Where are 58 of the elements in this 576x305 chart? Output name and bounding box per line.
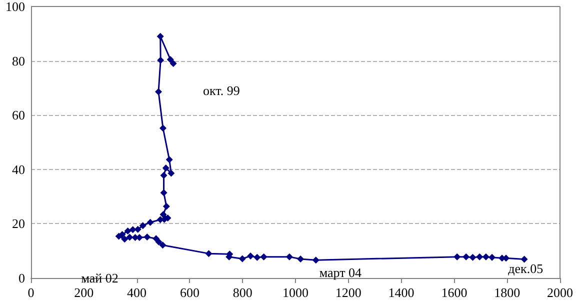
point [162,202,170,210]
y-tick-label: 80 [12,53,25,68]
point [454,253,461,260]
x-tick-label: 1400 [388,285,414,300]
y-tick-label: 60 [12,108,25,123]
point [166,56,174,63]
point [154,88,162,96]
x-tick-label: 1600 [441,285,468,300]
point [160,210,167,218]
point [286,253,293,260]
point [170,60,177,68]
point [462,253,470,260]
y-tick-label: 0 [18,270,25,286]
point [139,222,146,230]
y-tick-label: 40 [12,162,25,177]
x-tick-label: 2000 [547,285,573,300]
annotation: март 04 [319,265,362,280]
point [156,32,164,40]
point [168,170,175,177]
annotation: май 02 [81,270,118,286]
point [476,253,484,260]
point [157,56,164,64]
point [488,254,496,261]
point [166,156,173,164]
point [469,254,476,261]
point [312,256,320,264]
x-tick-label: 1000 [282,285,308,300]
y-tick-label: 20 [12,216,25,232]
point [121,236,128,243]
x-tick-label: 200 [74,285,94,300]
point [144,234,151,241]
x-tick-label: 0 [28,285,34,300]
point [205,250,212,258]
point [247,252,254,260]
point [146,218,154,226]
point [254,254,261,261]
annotation: дек.05 [508,260,544,276]
x-tick-label: 600 [180,285,200,300]
point [162,164,170,172]
point [160,189,168,196]
point [159,124,166,132]
x-tick-label: 800 [232,285,252,300]
point [126,234,134,241]
point [129,226,136,234]
annotation: окт. 99 [203,83,240,98]
y-tick-label: 100 [6,0,25,14]
x-tick-label: 1800 [494,285,520,300]
point [238,255,246,262]
point [297,255,304,262]
point [159,242,166,249]
point [482,253,490,260]
point [155,238,162,246]
x-tick-label: 1200 [335,285,362,300]
point [260,253,268,260]
point [124,228,132,235]
point [160,172,168,179]
x-tick-label: 400 [127,285,147,300]
point [520,256,528,263]
